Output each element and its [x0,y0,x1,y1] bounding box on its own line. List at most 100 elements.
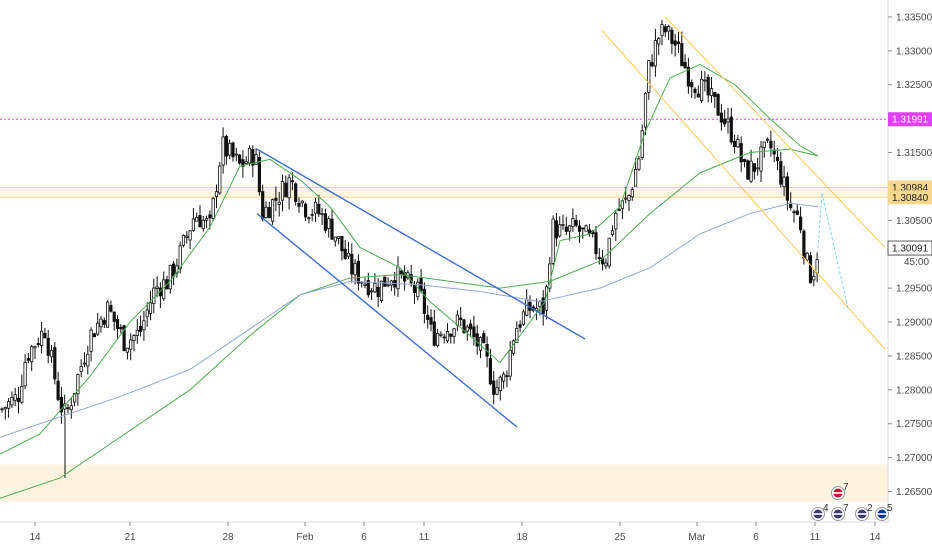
price-badge-text: 1.31991 [892,115,929,126]
candles [0,19,819,424]
candle [353,258,357,285]
candle [667,24,671,41]
event-markers[interactable]: 7 4 7 2 5 [811,482,894,521]
x-tick-label: 6 [361,532,367,543]
candle [653,28,658,77]
candle [610,225,615,237]
candle [284,175,288,198]
event-marker-eu[interactable]: 5 [875,503,894,521]
candle [703,71,707,92]
candle [10,391,14,408]
candle [241,150,245,178]
candle [468,319,473,337]
candle [637,155,641,172]
candle [129,333,133,361]
candle [422,282,427,324]
event-marker-gb[interactable]: 7 [831,482,850,500]
candle [379,280,384,303]
candle [49,344,54,363]
x-tick-label: 14 [29,532,41,543]
event-marker-us[interactable]: 4 [811,503,830,521]
candle [323,208,328,233]
candle [307,216,311,224]
candle [142,311,146,341]
candle [369,288,374,300]
candle [551,215,555,266]
event-marker-us[interactable]: 2 [855,503,874,521]
candle [472,315,476,346]
candle [779,151,783,188]
candle [277,191,281,217]
countdown-label: 45:00 [904,257,929,268]
candle [459,306,463,327]
candle [716,93,720,116]
candle [501,371,506,389]
candle [696,85,700,98]
candle [89,327,93,362]
candle [46,329,50,364]
candle [805,251,809,262]
candle [26,353,31,364]
candle [33,345,37,360]
price-badge-text: 1.30091 [892,244,929,255]
candle [756,157,760,176]
candle [799,206,803,234]
candle [435,328,440,348]
candle [808,251,813,284]
candle [327,216,331,238]
candle [736,135,740,148]
candle [99,315,103,333]
candle [237,154,242,165]
candle [102,317,106,328]
candle [462,318,466,335]
y-tick-label: 1.32500 [896,80,932,91]
candle [449,333,453,344]
candle [234,147,238,162]
x-tick-label: 14 [869,532,881,543]
event-marker-count: 5 [887,503,893,514]
candle [244,156,248,165]
event-marker-count: 2 [867,503,873,514]
candle [505,370,509,388]
candle [574,215,578,228]
candle [426,305,430,329]
candle [749,149,753,184]
y-tick-label: 1.33000 [896,46,932,57]
candle [634,157,638,187]
candle [571,208,575,232]
x-tick-label: 18 [516,532,528,543]
y-tick-label: 1.29000 [896,318,932,329]
event-marker-us[interactable]: 7 [831,503,850,521]
candle [782,165,786,196]
candle [581,227,585,239]
candle [752,163,757,180]
x-tick-label: 21 [124,532,136,543]
candle [363,277,367,289]
candle [168,264,172,294]
y-tick-label: 1.28500 [896,351,932,362]
ma-blue-line [0,202,819,438]
event-marker-count: 4 [823,503,829,514]
candle [584,224,588,232]
candle [109,300,113,313]
candle [115,315,120,340]
candle [96,312,100,336]
candle [86,345,90,375]
candle [769,130,773,157]
candle [429,309,433,332]
price-badge-last-price: 1.30091 [887,240,932,256]
candle [617,198,621,212]
candle [475,324,479,355]
candle [313,197,318,223]
candle [145,302,149,327]
candle [759,141,763,182]
x-tick-label: 11 [810,532,821,543]
event-marker-count: 7 [843,503,849,514]
candle [795,203,799,216]
y-tick-label: 1.29500 [896,284,932,295]
candle [267,201,271,219]
candle [40,321,44,354]
candle [53,342,57,385]
x-tick-label: 25 [614,532,626,543]
